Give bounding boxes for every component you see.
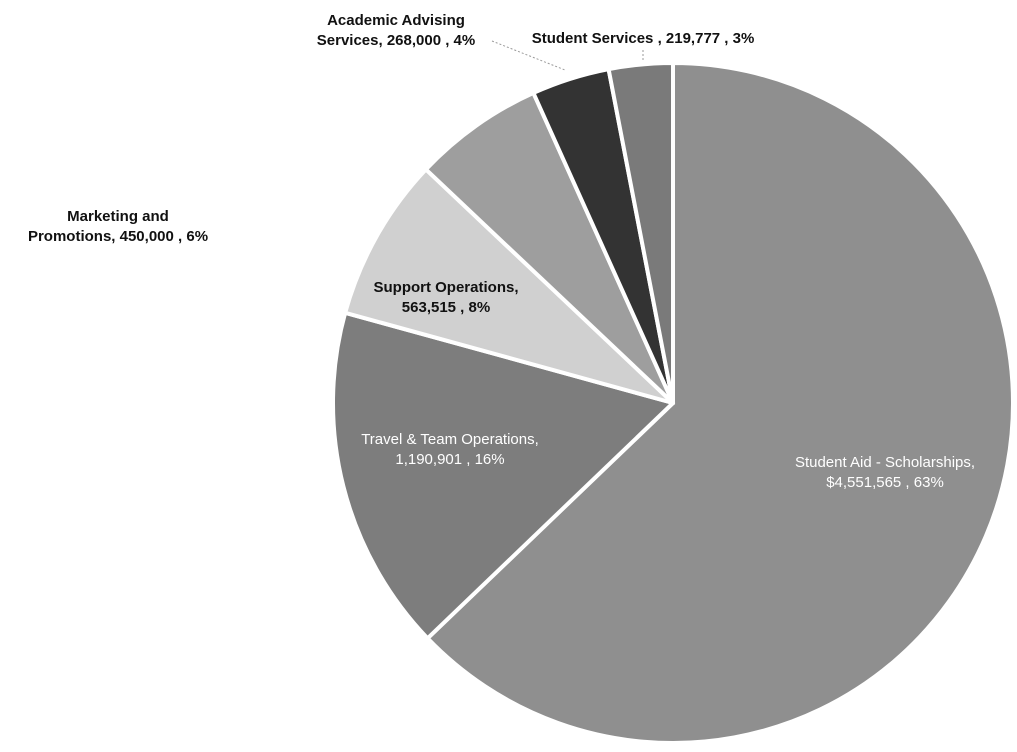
slice-label-line: Services, 268,000 , 4% (317, 32, 475, 49)
slice-label-student-aid-scholarships: Student Aid - Scholarships, $4,551,565 , … (795, 454, 975, 491)
pie-slice-marketing-and-promotions (423, 90, 675, 405)
slice-label-line: Student Aid - Scholarships, (795, 454, 975, 471)
slice-label-line: $4,551,565 , 63% (826, 474, 944, 491)
slice-label-marketing-and-promotions: Marketing and Promotions, 450,000 , 6% (28, 208, 208, 245)
slice-label-line: Academic Advising (327, 12, 465, 29)
pie-slices (331, 61, 1015, 745)
leader-lines (491, 40, 644, 71)
pie-slice-support-operations (343, 167, 675, 405)
slice-label-support-operations: Support Operations, 563,515 , 8% (373, 279, 518, 316)
slice-label-line: Student Services , 219,777 , 3% (532, 30, 755, 47)
pie-slice-student-services (606, 61, 675, 405)
pie-slice-student-aid-scholarships (425, 61, 1015, 745)
slice-label-line: Support Operations, (373, 279, 518, 296)
slice-label-travel-team-operations: Travel & Team Operations, 1,190,901 , 16% (361, 431, 539, 468)
slice-label-line: 563,515 , 8% (402, 299, 490, 316)
pie-slice-travel-team-operations (331, 310, 675, 641)
slice-label-student-services: Student Services , 219,777 , 3% (532, 30, 755, 47)
slice-label-line: 1,190,901 , 16% (395, 451, 504, 468)
slice-labels: Student Aid - Scholarships, $4,551,565 , … (28, 12, 975, 491)
slice-label-academic-advising-services: Academic Advising Services, 268,000 , 4% (317, 12, 475, 49)
leader-line-academic-advising-services (491, 40, 566, 71)
slice-label-line: Promotions, 450,000 , 6% (28, 228, 208, 245)
slice-label-line: Travel & Team Operations, (361, 431, 539, 448)
slice-label-line: Marketing and (67, 208, 169, 225)
